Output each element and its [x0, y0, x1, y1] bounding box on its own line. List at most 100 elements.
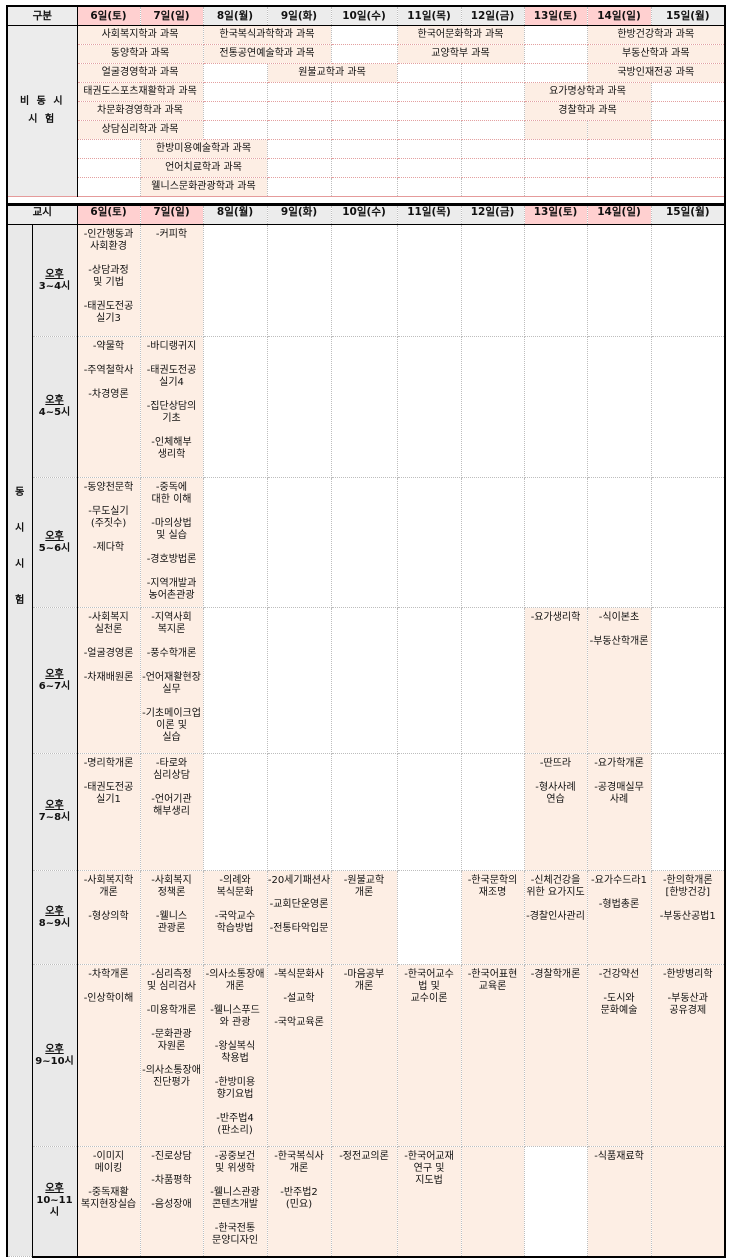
dept-cell: [202, 120, 268, 140]
section-label-char: 험: [15, 595, 25, 606]
dept-cell: [396, 82, 462, 102]
time-slot-row: 오후 5~6시 -동양천문학 -무도실기 (주짓수) -제다학 -중독에 대한 이해 -마의…: [7, 477, 727, 608]
day-header: 8일(월): [202, 5, 268, 26]
day-header: 9일(화): [266, 5, 332, 26]
dept-cell: [523, 25, 588, 45]
subject-name: -요가수드라1: [591, 875, 647, 886]
dept-cell: [460, 101, 525, 121]
dept-cell: [586, 158, 652, 178]
dept-cell: [460, 139, 525, 159]
subject-name: -원불교학 개론: [343, 875, 385, 898]
subject-name: -심리측정 및 심리검사: [146, 969, 197, 992]
section-label-char: 시: [15, 523, 25, 534]
dept-cell: 웰니스문화관광학과 과목: [139, 177, 268, 197]
time-slot-label: 오후 7~8시: [31, 753, 78, 871]
exam-cell: -신체건강을 위한 요가지도 -경찰인사관리: [523, 870, 588, 965]
exam-cell: -경찰학개론: [523, 964, 588, 1147]
time-slot-row: 동 시 시 험 오후 3~4시 -인간행동과 사회환경 -상담과정 및 기법 -태권도전공 실기…: [6, 224, 727, 1257]
subject-name: -부동산과 공유경제: [667, 993, 708, 1016]
subject-name: -타로와 심리상담: [153, 758, 190, 781]
subject-name: -사회복지 정책론: [151, 875, 192, 898]
subject-name: -경찰학개론: [530, 969, 581, 980]
dept-cell: 부동산학과 과목: [586, 44, 726, 64]
exam-cell: [460, 477, 525, 608]
slot-period: 오후: [45, 668, 64, 680]
subject-name: -한국어교수 법 및 교수이론: [404, 969, 454, 1004]
time-slot-label: 오후 5~6시: [31, 477, 78, 608]
exam-cell: [330, 477, 398, 608]
dept-cell: [76, 139, 141, 159]
subject-name: -진로상담: [151, 1151, 192, 1162]
header-label-cell: 구분: [6, 5, 78, 26]
exam-cell: [586, 224, 652, 337]
dept-cell: [76, 177, 141, 197]
dept-cell: 사회복지학과 과목: [76, 25, 204, 45]
subject-name: -웰니스관광 콘텐츠개발: [210, 1187, 260, 1210]
dept-cell: [650, 139, 726, 159]
subject-name: -반주법2 (민요): [280, 1187, 318, 1210]
exam-cell: -바디랭귀지 -태권도전공 실기4 -집단상담의 기초 -인체해부 생리학: [139, 336, 204, 478]
header-row: 구분 6일(토) 7일(일) 8일(월) 9일(화) 10일(수) 11일(목) 12일(금)…: [6, 5, 726, 26]
slot-period: 오후: [45, 530, 64, 542]
subject-name: -약물학: [92, 341, 125, 352]
subject-name: -얼굴경영론: [83, 648, 134, 659]
dept-cell: [523, 177, 588, 197]
subject-name: -식이본초: [598, 612, 640, 623]
dept-cell: [330, 44, 398, 64]
dept-cell: [202, 63, 268, 83]
subject-name: -복식문화사: [274, 969, 324, 980]
exam-cell: [266, 336, 332, 478]
dept-cell: [460, 63, 525, 83]
exam-cell: -건강약선 -도시와 문화예술: [586, 964, 652, 1147]
schedule-row: 얼굴경영학과 과목 원불교학과 과목 국방인재전공 과목: [7, 63, 726, 83]
subject-name: -한국전통 문양디자인: [212, 1223, 259, 1246]
dept-cell: 요가명상학과 과목: [523, 82, 652, 102]
dept-cell: [523, 158, 588, 178]
dept-cell: [76, 158, 141, 178]
subject-name: -국악교수 학습방법: [214, 911, 256, 934]
day-header: 15일(월): [650, 5, 726, 26]
dept-cell: 전통공연예술학과 과목: [202, 44, 332, 64]
time-slot-row: 오후 10~11시 -이미지 메이킹 -중독재활 복지현장실습 -진로상담 -차품평학 -음…: [7, 1146, 727, 1258]
subject-name: -언어기관 해부생리: [151, 794, 192, 817]
schedule-row: 웰니스문화관광학과 과목: [7, 177, 726, 197]
exam-cell: [523, 1146, 588, 1258]
slot-period: 오후: [45, 395, 64, 406]
dept-cell: [396, 177, 462, 197]
subject-name: -태권도전공 실기3: [83, 301, 134, 324]
dept-cell: [650, 101, 726, 121]
exam-schedule-sheet: 구분 6일(토) 7일(일) 8일(월) 9일(화) 10일(수) 11일(목) 12일(금)…: [5, 5, 727, 1258]
dept-cell: [396, 158, 462, 178]
exam-cell: -지역사회 복지론 -풍수학개론 -언어재활현장 실무 -기초메이크업 이론 및 실습: [139, 607, 204, 754]
dept-cell: [396, 101, 462, 121]
subject-name: -부동산공법1: [659, 911, 716, 922]
exam-cell: [202, 224, 268, 337]
dept-cell: [586, 120, 652, 140]
subject-name: -명리학개론: [83, 758, 134, 769]
exam-cell: -한의학개론 [한방건강] -부동산공법1: [650, 870, 727, 965]
dept-cell: [266, 82, 332, 102]
exam-cell: -식품재료학: [586, 1146, 652, 1258]
subject-name: -이미지 메이킹: [92, 1151, 125, 1174]
subject-name: -차품평학: [151, 1175, 192, 1186]
exam-cell: -식이본초 -부동산학개론: [586, 607, 652, 754]
section-label-line: 시 험: [28, 114, 57, 125]
subject-name: -웰니스푸드 와 관광: [210, 1005, 260, 1028]
subject-name: -식품재료학: [594, 1151, 644, 1162]
dept-cell: 한방미용예술학과 과목: [139, 139, 268, 159]
time-slot-label: 오후 8~9시: [31, 870, 78, 965]
exam-cell: [202, 607, 268, 754]
subject-name: -한국문학의 재조명: [467, 875, 518, 898]
slot-period: 오후: [45, 905, 64, 917]
day-header: 6일(토): [76, 5, 141, 26]
dept-cell: 교양학부 과목: [396, 44, 525, 64]
subject-name: -형사사례 연습: [535, 782, 576, 805]
exam-cell: -한국어표현 교육론: [460, 964, 525, 1147]
exam-cell: [330, 607, 398, 754]
subject-name: -왕실복식 착용법: [214, 1041, 256, 1064]
exam-cell: [650, 753, 727, 871]
subject-name: -제다학: [92, 542, 125, 553]
exam-cell: -의례와 복식문화 -국악교수 학습방법: [202, 870, 268, 965]
